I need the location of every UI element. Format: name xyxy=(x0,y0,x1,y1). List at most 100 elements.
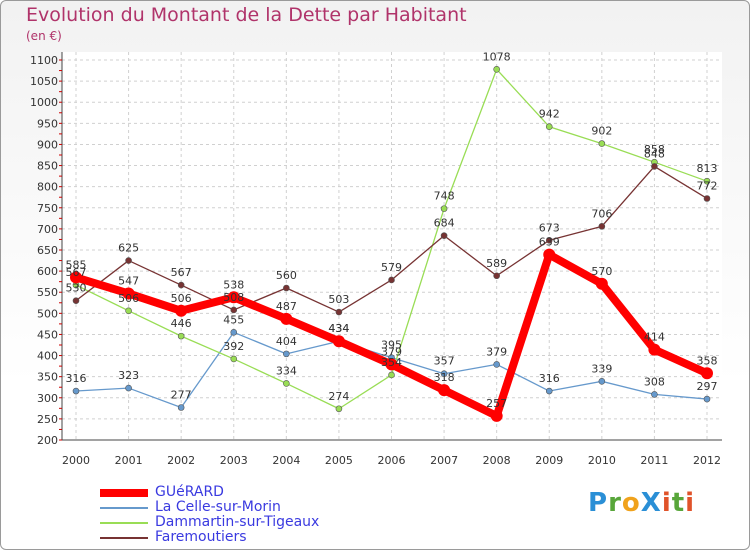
legend-label-guerard: GUéRARD xyxy=(155,484,224,500)
y-tick-label: 1100 xyxy=(30,54,58,67)
y-tick-label: 850 xyxy=(37,160,58,173)
data-label: 538 xyxy=(223,278,244,291)
data-point xyxy=(440,205,448,212)
data-point xyxy=(545,387,553,395)
x-tick-label: 2008 xyxy=(483,454,511,467)
data-label: 902 xyxy=(591,125,612,138)
legend-swatch-dammartin xyxy=(100,522,148,524)
data-point xyxy=(490,409,503,422)
x-tick-label: 2007 xyxy=(430,454,458,467)
data-label: 530 xyxy=(66,282,87,295)
data-point xyxy=(703,177,711,185)
x-tick-label: 2009 xyxy=(535,454,563,467)
data-label: 357 xyxy=(434,355,455,368)
y-tick-label: 600 xyxy=(37,265,58,278)
data-point xyxy=(545,236,553,244)
data-label: 813 xyxy=(697,162,718,175)
data-label: 354 xyxy=(381,356,402,369)
y-tick-label: 750 xyxy=(37,202,58,215)
data-label: 257 xyxy=(486,397,507,410)
data-label: 579 xyxy=(381,261,402,274)
data-point xyxy=(388,371,395,379)
data-point xyxy=(230,306,238,314)
data-label: 1078 xyxy=(483,50,511,63)
x-tick-label: 2004 xyxy=(272,454,300,467)
x-tick-label: 2003 xyxy=(220,454,248,467)
data-point xyxy=(598,378,606,385)
data-label: 274 xyxy=(328,390,349,403)
data-label: 684 xyxy=(434,217,455,230)
data-label: 414 xyxy=(644,331,665,344)
legend-swatch-la-celle xyxy=(100,507,148,509)
data-label: 506 xyxy=(118,292,139,305)
data-label: 567 xyxy=(171,266,192,279)
data-label: 487 xyxy=(276,300,297,313)
data-point xyxy=(543,248,556,261)
data-label: 625 xyxy=(118,242,139,255)
data-point xyxy=(651,391,658,398)
y-tick-label: 400 xyxy=(37,350,58,363)
data-label: 508 xyxy=(223,291,244,304)
data-point xyxy=(440,370,448,378)
data-label: 434 xyxy=(328,322,349,335)
data-label: 446 xyxy=(171,317,192,330)
y-tick-label: 550 xyxy=(37,286,58,299)
data-point xyxy=(651,163,658,170)
data-label: 589 xyxy=(486,257,507,270)
data-point xyxy=(493,361,500,368)
data-label: 547 xyxy=(118,274,139,287)
x-tick-label: 2002 xyxy=(167,454,195,467)
data-point xyxy=(440,232,448,239)
data-point xyxy=(385,358,398,371)
data-point xyxy=(227,291,240,304)
data-label: 395 xyxy=(381,339,402,352)
data-label: 318 xyxy=(434,371,455,384)
legend-label-faremoutiers: Faremoutiers xyxy=(155,529,247,545)
data-point xyxy=(125,257,132,264)
y-tick-label: 800 xyxy=(37,181,58,194)
data-point xyxy=(332,335,345,348)
y-tick-label: 900 xyxy=(37,138,58,151)
data-label: 570 xyxy=(591,265,612,278)
x-tick-label: 2000 xyxy=(62,454,90,467)
data-label: 560 xyxy=(276,269,297,282)
data-label: 506 xyxy=(171,292,192,305)
data-point xyxy=(283,350,290,358)
y-tick-label: 700 xyxy=(37,223,58,236)
legend-label-dammartin: Dammartin-sur-Tigeaux xyxy=(155,514,320,530)
data-point xyxy=(177,404,185,411)
data-label: 323 xyxy=(118,369,139,382)
data-label: 706 xyxy=(591,207,612,220)
data-point xyxy=(701,367,713,380)
data-point xyxy=(70,271,82,284)
data-point xyxy=(648,343,661,356)
data-label: 455 xyxy=(223,313,244,326)
data-point xyxy=(335,405,343,413)
data-point xyxy=(122,287,135,300)
x-tick-label: 2010 xyxy=(588,454,616,467)
data-point xyxy=(230,355,238,363)
y-tick-label: 200 xyxy=(37,434,58,447)
data-label: 673 xyxy=(539,221,560,234)
data-label: 339 xyxy=(591,362,612,375)
data-point xyxy=(177,332,185,340)
data-label: 297 xyxy=(697,380,718,393)
legend-swatch-guerard xyxy=(100,489,148,497)
y-tick-label: 500 xyxy=(37,307,58,320)
y-tick-label: 350 xyxy=(37,371,58,384)
data-label: 277 xyxy=(171,388,192,401)
x-tick-label: 2012 xyxy=(693,454,721,467)
data-point xyxy=(703,195,711,202)
y-tick-label: 1050 xyxy=(30,75,58,88)
data-point xyxy=(545,123,553,131)
data-label: 358 xyxy=(697,354,718,367)
x-tick-label: 2011 xyxy=(640,454,668,467)
data-point xyxy=(175,304,188,317)
data-point xyxy=(598,223,606,230)
data-point xyxy=(72,387,80,395)
y-tick-label: 650 xyxy=(37,244,58,257)
y-tick-label: 250 xyxy=(37,413,58,426)
y-tick-label: 950 xyxy=(37,117,58,130)
data-point xyxy=(283,380,290,387)
data-point xyxy=(493,65,500,73)
